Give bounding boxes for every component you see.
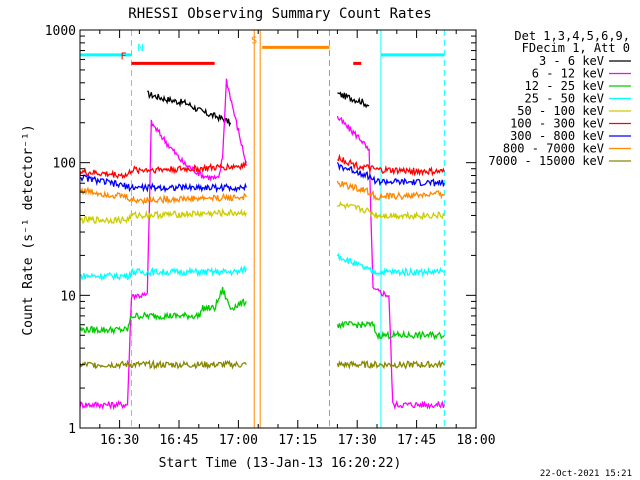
legend-label-2: 6 - 12 keV bbox=[532, 67, 604, 81]
series-line-2-part-1 bbox=[79, 78, 247, 411]
series-line-5-part-2 bbox=[336, 200, 445, 221]
legend-header-line-2: FDecim 1, Att 0 bbox=[522, 41, 630, 55]
legend-label-9: 7000 - 15000 keV bbox=[488, 154, 604, 168]
series-line-5-part-1 bbox=[79, 207, 247, 225]
x-axis-label: Start Time (13-Jan-13 16:20:22) bbox=[159, 456, 402, 471]
series-line-7-part-1 bbox=[79, 174, 247, 194]
x-tick-label-5: 17:45 bbox=[397, 433, 436, 448]
series-line-1-part-1 bbox=[147, 90, 232, 128]
flag-label-N: N bbox=[137, 43, 143, 54]
y-axis-label: Count Rate (s⁻¹ detector⁻¹) bbox=[21, 124, 36, 335]
x-tick-label-3: 17:15 bbox=[278, 433, 317, 448]
vertical-markers bbox=[130, 30, 445, 428]
series-line-9-part-2 bbox=[336, 359, 445, 370]
legend-label-7: 300 - 800 keV bbox=[510, 129, 604, 143]
legend-label-6: 100 - 300 keV bbox=[510, 117, 604, 131]
y-tick-label-0: 1 bbox=[68, 422, 76, 437]
footer-date: 22-Oct-2021 15:21 bbox=[540, 469, 632, 479]
series-line-7-part-2 bbox=[336, 162, 445, 188]
legend-header-line-1: Det 1,3,4,5,6,9, bbox=[514, 29, 630, 43]
flag-label-F: F bbox=[120, 51, 126, 62]
plot-frame bbox=[79, 29, 477, 429]
legend-label-4: 25 - 50 keV bbox=[525, 92, 604, 106]
series-line-3-part-1 bbox=[79, 286, 247, 336]
y-tick-label-2: 100 bbox=[53, 157, 76, 172]
series-group bbox=[79, 78, 445, 411]
legend-label-5: 50 - 100 keV bbox=[517, 104, 604, 118]
series-line-9-part-1 bbox=[79, 359, 247, 371]
x-tick-label-6: 18:00 bbox=[456, 433, 495, 448]
series-line-8-part-1 bbox=[79, 186, 247, 206]
series-line-6-part-1 bbox=[79, 160, 247, 180]
legend-label-8: 800 - 7000 keV bbox=[503, 142, 604, 156]
series-line-6-part-2 bbox=[337, 153, 445, 177]
series-line-1-part-2 bbox=[337, 91, 370, 109]
legend-label-1: 3 - 6 keV bbox=[539, 54, 604, 68]
flag-bars: NF S bbox=[80, 35, 445, 65]
x-tick-label-2: 17:00 bbox=[219, 433, 258, 448]
y-tick-label-1: 10 bbox=[60, 289, 76, 304]
series-line-3-part-2 bbox=[336, 320, 445, 341]
flag-label-S: S bbox=[251, 35, 257, 46]
series-line-4-part-2 bbox=[336, 252, 445, 278]
chart-title: RHESSI Observing Summary Count Rates bbox=[128, 6, 431, 22]
axis-ticks: 16:30 16:45 17:00 17:15 17:30 17:45 18:00 1 10 10… bbox=[45, 24, 496, 448]
series-line-8-part-2 bbox=[336, 180, 445, 201]
x-tick-label-0: 16:30 bbox=[100, 433, 139, 448]
legend-label-3: 12 - 25 keV bbox=[525, 79, 604, 93]
x-tick-label-1: 16:45 bbox=[159, 433, 198, 448]
x-tick-label-4: 17:30 bbox=[338, 433, 377, 448]
y-tick-label-3: 1000 bbox=[45, 24, 76, 39]
series-line-4-part-1 bbox=[79, 265, 247, 282]
series-line-2-part-2 bbox=[336, 115, 445, 410]
